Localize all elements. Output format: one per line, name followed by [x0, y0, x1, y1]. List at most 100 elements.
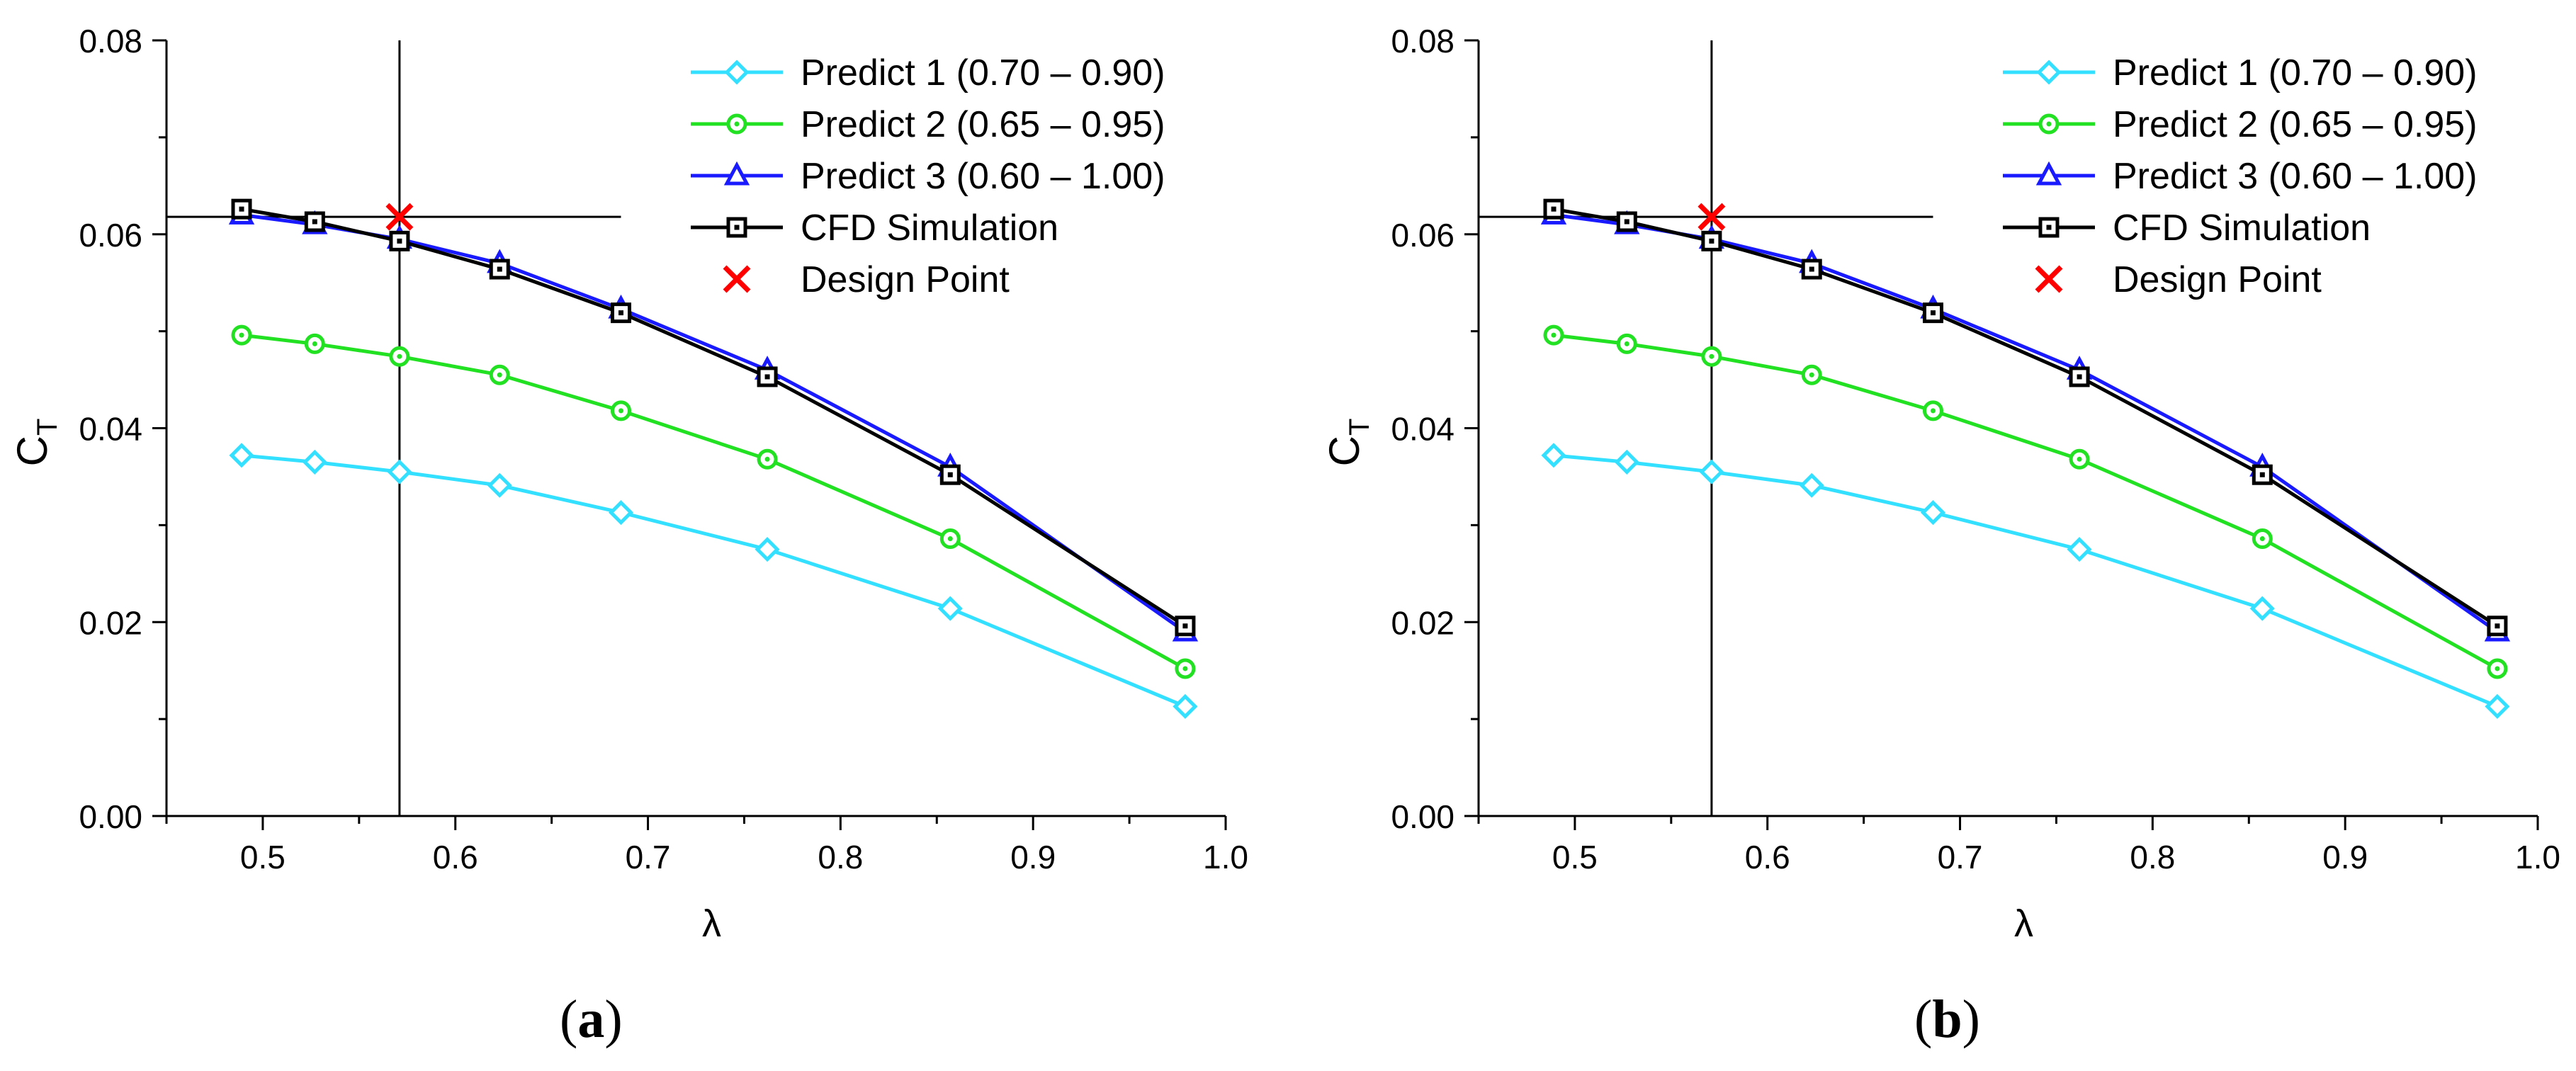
data-point — [937, 596, 963, 621]
legend-item: Design Point — [2035, 259, 2322, 300]
data-point — [2069, 448, 2090, 470]
series-2 — [1543, 324, 2508, 679]
legend-label: Predict 3 (0.60 – 1.00) — [801, 156, 1165, 197]
data-point — [2249, 596, 2275, 621]
legend-item: Predict 2 (0.65 – 0.95) — [691, 104, 1165, 145]
series-line — [241, 212, 1187, 633]
panel-letter-a: a — [577, 990, 605, 1049]
legend-item: CFD Simulation — [691, 208, 1058, 249]
y-axis-label-main: C — [1321, 436, 1368, 466]
series-3 — [228, 200, 1199, 642]
legend-item: Predict 1 (0.70 – 0.90) — [2003, 52, 2478, 94]
x-tick-label: 0.6 — [1745, 839, 1790, 876]
legend-item: Predict 2 (0.65 – 0.95) — [2003, 104, 2478, 145]
data-point — [489, 364, 510, 385]
data-point — [1616, 211, 1637, 232]
y-axis-label: CT — [9, 419, 63, 467]
series-4 — [231, 198, 1196, 637]
legend-item: Predict 1 (0.70 – 0.90) — [691, 52, 1165, 94]
legend-label: CFD Simulation — [2113, 208, 2371, 249]
data-point — [1699, 459, 1724, 484]
data-point — [2252, 528, 2273, 550]
data-point — [1616, 333, 1637, 354]
x-axis-label: λ — [702, 902, 721, 945]
legend-item: Predict 3 (0.60 – 1.00) — [2003, 156, 2478, 197]
legend-marker — [726, 113, 747, 135]
y-tick-label: 0.08 — [79, 23, 142, 60]
data-point — [229, 443, 254, 468]
data-point — [1922, 400, 1943, 421]
legend-marker — [724, 60, 750, 85]
x-tick-label: 0.9 — [2322, 839, 2368, 876]
series-line — [241, 453, 1186, 708]
y-tick-label: 0.04 — [79, 411, 142, 448]
data-point — [302, 449, 327, 475]
data-point — [489, 259, 510, 280]
legend-label: Predict 1 (0.70 – 0.90) — [801, 52, 1165, 94]
data-point — [231, 324, 252, 346]
data-point — [304, 211, 325, 232]
x-tick-label: 1.0 — [1203, 839, 1248, 876]
data-point — [1701, 346, 1722, 367]
series-line — [1553, 207, 2499, 628]
data-point — [2069, 366, 2090, 387]
y-axis-label-subscript: T — [1344, 419, 1375, 436]
panel-letter-b: b — [1932, 990, 1962, 1049]
legend-label: Predict 2 (0.65 – 0.95) — [801, 104, 1165, 145]
data-point — [1801, 364, 1822, 385]
data-point — [1614, 449, 1639, 475]
panel-label-b: (b) — [1914, 990, 1980, 1049]
data-point — [387, 459, 412, 484]
x-tick-label: 0.5 — [1552, 839, 1598, 876]
data-point — [304, 333, 325, 354]
series-line — [1553, 212, 2499, 633]
data-point — [2487, 616, 2508, 637]
series-4 — [1543, 198, 2508, 637]
y-tick-label: 0.06 — [1391, 217, 1454, 254]
data-point — [2067, 537, 2092, 562]
legend-item: Design Point — [723, 259, 1010, 300]
legend-label: Predict 3 (0.60 – 1.00) — [2113, 156, 2478, 197]
data-point — [1701, 230, 1722, 251]
x-tick-label: 0.7 — [1938, 839, 1983, 876]
data-point — [1543, 324, 1564, 346]
data-point — [1175, 658, 1196, 679]
data-point — [610, 302, 631, 324]
chart-panel-a: 0.00 0.02 0.04 0.06 0.08 0.5 0.6 0.7 0.8 0.9 1.0 λ C… — [9, 23, 1248, 945]
y-tick-label: 0.06 — [79, 217, 142, 254]
data-point — [1175, 616, 1196, 637]
legend-marker — [2038, 113, 2060, 135]
legend: Predict 1 (0.70 – 0.90) Predict 2 (0.65 –… — [691, 52, 1165, 300]
y-tick-label: 0.00 — [1391, 798, 1454, 835]
y-tick-label: 0.02 — [79, 604, 142, 641]
legend-label: Predict 1 (0.70 – 0.90) — [2113, 52, 2478, 94]
y-axis-label-subscript: T — [32, 419, 63, 436]
data-point — [2252, 464, 2273, 485]
series-5 — [385, 203, 414, 231]
legend-item: Predict 3 (0.60 – 1.00) — [691, 156, 1165, 197]
legend-marker — [2036, 60, 2062, 85]
data-point — [487, 472, 512, 498]
legend-marker — [723, 265, 751, 293]
series-5 — [1697, 203, 1726, 231]
data-point — [610, 400, 631, 421]
data-point — [1922, 302, 1943, 324]
series-line — [241, 333, 1187, 671]
series-1 — [1541, 443, 2510, 719]
data-point — [939, 464, 961, 485]
legend-marker — [2038, 217, 2060, 238]
data-point — [755, 537, 780, 562]
data-point — [1799, 472, 1824, 498]
data-point — [2487, 658, 2508, 679]
legend-label: Predict 2 (0.65 – 0.95) — [2113, 104, 2478, 145]
data-point — [389, 346, 410, 367]
legend-marker — [723, 161, 750, 186]
data-point — [757, 366, 778, 387]
data-point — [1801, 259, 1822, 280]
data-point — [1920, 500, 1946, 526]
data-point — [939, 528, 961, 550]
y-tick-label: 0.04 — [1391, 411, 1454, 448]
legend-marker — [2035, 265, 2063, 293]
data-point — [1543, 198, 1564, 220]
